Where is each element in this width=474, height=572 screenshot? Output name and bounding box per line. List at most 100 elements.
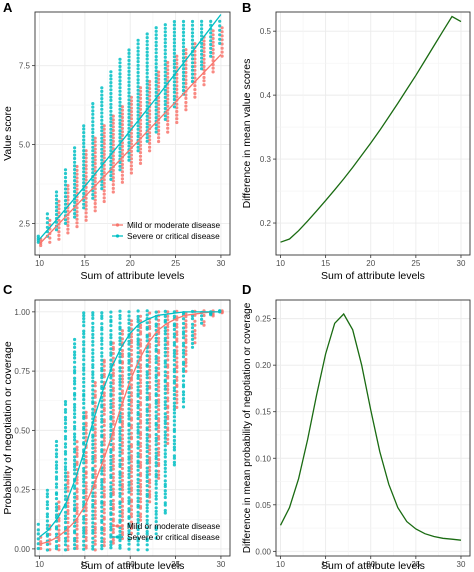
data-point — [145, 370, 149, 374]
data-point — [209, 39, 213, 43]
data-point — [109, 315, 113, 319]
data-point — [136, 428, 140, 433]
data-point — [100, 326, 104, 330]
data-point — [73, 427, 77, 431]
data-point — [100, 373, 104, 377]
data-point — [209, 54, 213, 58]
data-point — [111, 386, 115, 390]
data-point — [73, 420, 77, 424]
data-point — [127, 329, 131, 333]
data-point — [193, 64, 197, 68]
data-point — [120, 433, 124, 437]
data-point — [129, 488, 133, 493]
data-point — [111, 412, 115, 416]
data-point — [73, 360, 77, 364]
data-point — [102, 372, 106, 376]
data-point — [82, 480, 86, 484]
data-point — [172, 427, 176, 431]
data-point — [82, 422, 86, 426]
data-point — [154, 509, 158, 513]
data-point — [127, 483, 131, 487]
data-point — [100, 547, 104, 551]
data-point — [211, 33, 215, 37]
data-point — [109, 392, 113, 396]
data-point — [129, 531, 133, 535]
data-point — [54, 197, 59, 202]
data-point — [73, 179, 77, 183]
data-point — [220, 54, 224, 58]
data-point — [129, 338, 133, 342]
data-point — [175, 390, 179, 394]
data-point — [138, 518, 143, 522]
data-point — [57, 519, 61, 523]
data-point — [73, 382, 77, 386]
data-point — [172, 65, 176, 70]
data-point — [102, 423, 106, 428]
data-point — [127, 509, 131, 513]
data-point — [111, 397, 115, 401]
data-point — [129, 353, 133, 357]
data-point — [145, 395, 149, 399]
data-point — [145, 136, 149, 140]
data-point — [154, 520, 158, 524]
data-point — [157, 322, 161, 326]
data-point — [127, 402, 131, 407]
data-point — [175, 345, 179, 349]
data-point — [91, 325, 95, 329]
data-point — [138, 323, 143, 327]
data-point — [154, 416, 158, 421]
data-point — [54, 497, 59, 501]
data-point — [175, 76, 179, 80]
data-point — [84, 451, 88, 455]
data-point — [84, 156, 88, 160]
data-point — [82, 202, 86, 206]
data-point — [118, 426, 122, 430]
data-point — [73, 369, 77, 373]
y-tick-label: 0.15 — [255, 408, 271, 417]
data-point — [102, 358, 106, 362]
data-point — [163, 455, 167, 459]
data-point — [82, 368, 86, 372]
data-point — [172, 87, 176, 91]
data-point — [184, 74, 188, 78]
data-point — [109, 468, 113, 472]
data-point — [190, 317, 195, 321]
data-point — [120, 159, 124, 163]
data-point — [145, 50, 149, 54]
data-point — [93, 459, 97, 463]
data-point — [154, 344, 158, 348]
data-point — [84, 410, 88, 414]
data-point — [145, 373, 149, 377]
data-point — [57, 211, 61, 215]
data-point — [109, 336, 113, 340]
data-point — [166, 391, 170, 395]
data-point — [175, 370, 179, 374]
data-point — [84, 531, 88, 535]
data-point — [129, 398, 133, 402]
data-point — [127, 391, 131, 395]
data-point — [127, 522, 131, 526]
data-point — [120, 515, 124, 519]
data-point — [172, 322, 176, 326]
data-point — [148, 87, 152, 91]
data-point — [136, 400, 140, 404]
data-point — [109, 127, 113, 131]
data-point — [91, 481, 95, 485]
data-point — [136, 346, 140, 350]
data-point — [138, 107, 143, 111]
data-point — [136, 381, 140, 385]
data-point — [129, 482, 133, 486]
data-point — [129, 327, 133, 331]
data-point — [93, 513, 97, 517]
data-point — [102, 540, 106, 544]
data-point — [82, 354, 86, 358]
data-point — [111, 147, 115, 151]
data-point — [82, 124, 86, 128]
data-point — [63, 486, 68, 490]
data-point — [145, 384, 149, 388]
data-point — [127, 472, 131, 476]
data-point — [136, 451, 140, 455]
data-point — [154, 105, 158, 109]
data-point — [120, 407, 124, 411]
data-point — [118, 107, 122, 111]
